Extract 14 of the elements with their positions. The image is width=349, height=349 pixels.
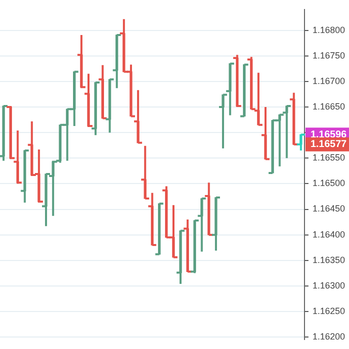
y-tick-label: 1.16500	[312, 178, 346, 188]
annotation: 1.16596	[310, 129, 348, 140]
y-tick-label: 1.16750	[312, 50, 346, 60]
y-tick-label: 1.16250	[312, 306, 346, 316]
y-tick-label: 1.16200	[312, 332, 346, 342]
y-tick-label: 1.16350	[312, 254, 346, 265]
y-tick-label: 1.16800	[312, 24, 346, 35]
y-tick-label: 1.16450	[312, 204, 346, 214]
y-tick-label: 1.16400	[312, 229, 346, 240]
y-tick-label: 1.16650	[312, 102, 346, 112]
y-tick-label: 1.16300	[312, 280, 346, 290]
y-tick-label: 1.16550	[312, 152, 346, 163]
y-tick-label: 1.16700	[312, 76, 346, 86]
annotation: 1.16577	[310, 139, 348, 150]
